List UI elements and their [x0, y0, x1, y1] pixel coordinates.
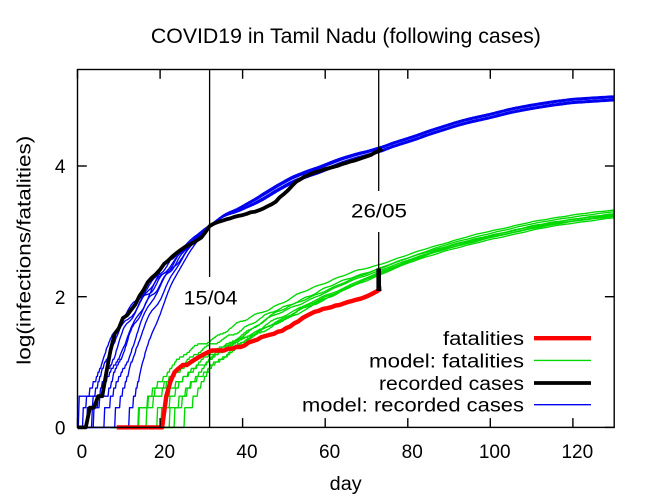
svg-text:0: 0: [55, 419, 66, 440]
svg-text:model: recorded cases: model: recorded cases: [302, 396, 524, 417]
svg-text:fatalities: fatalities: [443, 329, 524, 350]
svg-text:0: 0: [77, 442, 88, 463]
svg-text:40: 40: [236, 442, 257, 463]
svg-text:15/04: 15/04: [184, 288, 238, 309]
svg-text:20: 20: [154, 442, 175, 463]
svg-text:model: fatalities: model: fatalities: [369, 351, 524, 372]
svg-text:recorded cases: recorded cases: [379, 374, 524, 395]
svg-text:day: day: [330, 474, 363, 495]
svg-text:120: 120: [561, 442, 593, 463]
svg-text:80: 80: [402, 442, 423, 463]
svg-text:26/05: 26/05: [351, 202, 407, 223]
svg-text:100: 100: [479, 442, 511, 463]
svg-text:COVID19 in Tamil Nadu (followi: COVID19 in Tamil Nadu (following cases): [151, 24, 541, 48]
svg-text:log(infections/fatalities): log(infections/fatalities): [15, 136, 36, 365]
svg-text:2: 2: [55, 288, 66, 309]
svg-text:60: 60: [319, 442, 340, 463]
svg-text:4: 4: [55, 157, 66, 178]
